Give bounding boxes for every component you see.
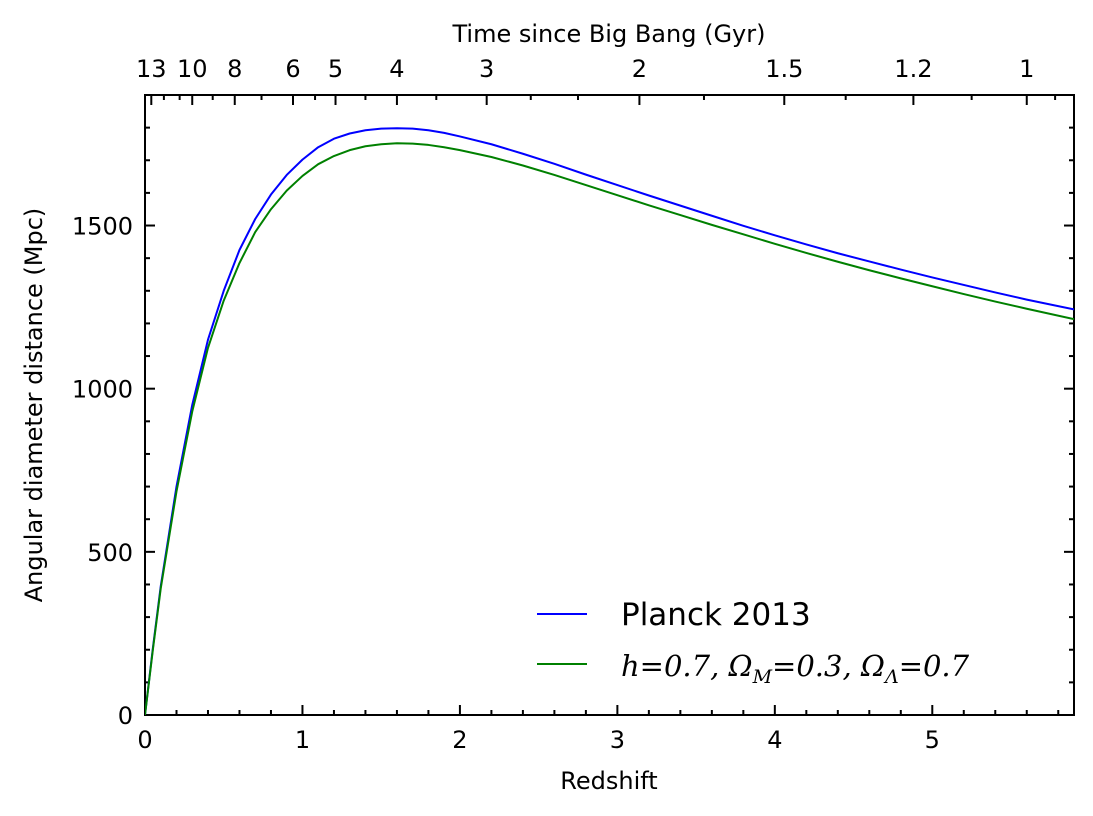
top-tick-label: 1.5 [765,55,803,83]
top-tick-label: 8 [227,55,242,83]
top-tick-label: 5 [328,55,343,83]
legend-label-planck: Planck 2013 [621,597,811,633]
series-lines [145,127,1074,715]
x-axis-title: Redshift [560,767,657,795]
legend: Planck 2013 h=0.7, ΩM=0.3, ΩΛ=0.7 [537,597,970,688]
series-line-h07-om03-ol07 [145,142,1074,715]
top-tick-label: 6 [285,55,300,83]
y-tick-label: 1000 [72,376,133,404]
top-tick-label: 10 [177,55,208,83]
x-tick-label: 4 [767,726,782,754]
top-tick-label: 2 [632,55,647,83]
series-line-planck-2013 [145,127,1074,715]
y-tick-label: 500 [87,539,133,567]
x-tick-label: 0 [137,726,152,754]
top-tick-label: 1.2 [894,55,932,83]
y-tick-label: 1500 [72,213,133,241]
top-axis-title: Time since Big Bang (Gyr) [452,20,766,48]
legend-label-h07: h=0.7, ΩM=0.3, ΩΛ=0.7 [621,649,970,688]
top-tick-label: 4 [389,55,404,83]
top-tick-label: 3 [479,55,494,83]
tick-marks [144,94,1074,716]
top-tick-label: 13 [136,55,167,83]
plot-frame [144,94,1075,716]
x-tick-label: 1 [295,726,310,754]
top-tick-label: 1 [1019,55,1034,83]
x-tick-label: 3 [610,726,625,754]
y-tick-label: 0 [118,702,133,730]
y-axis-title: Angular diameter distance (Mpc) [20,208,48,603]
x-tick-label: 2 [452,726,467,754]
x-tick-label: 5 [925,726,940,754]
